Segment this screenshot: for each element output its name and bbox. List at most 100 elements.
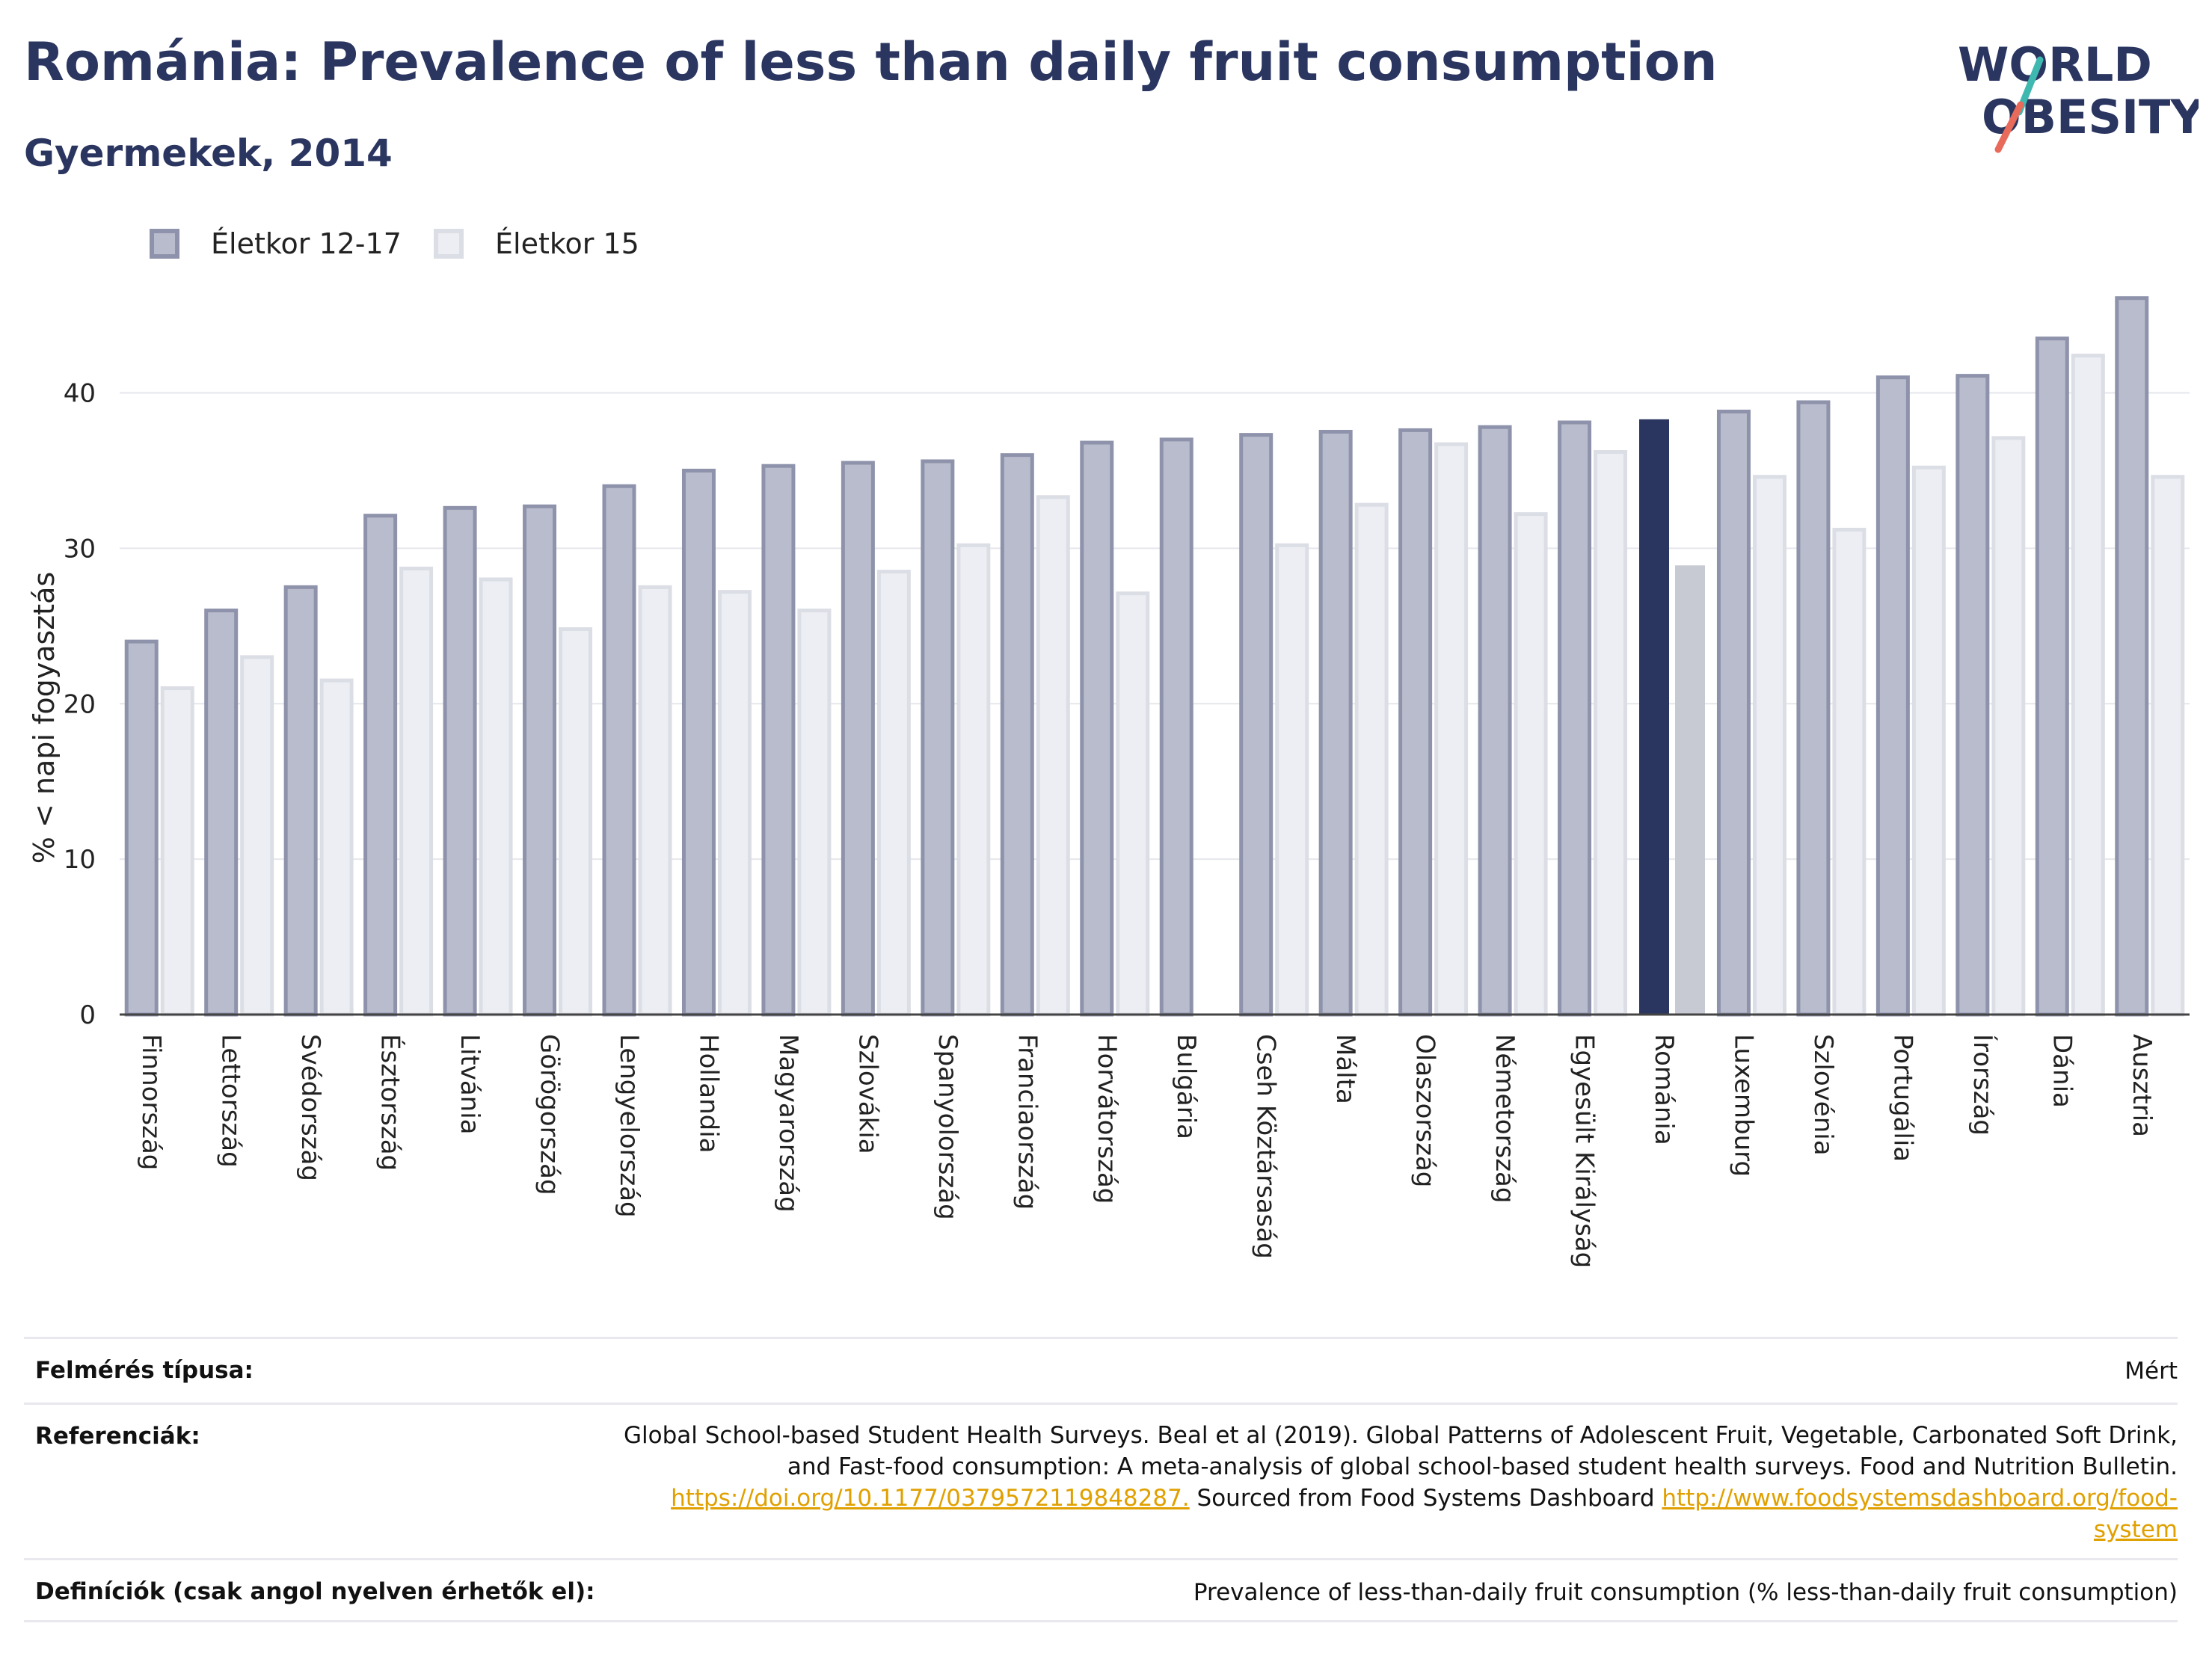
bar-series1[interactable] [523,504,557,1017]
x-tick-label: Hollandia [693,1034,723,1154]
x-tick-label: Svédország [295,1034,325,1181]
metadata-table: Felmérés típusa: Mért Referenciák: Globa… [24,1337,2178,1622]
bar-series2[interactable] [479,577,513,1017]
y-axis-label: % < napi fogyasztás [28,572,61,864]
x-tick-label: Egyesült Királyság [1570,1034,1600,1268]
x-tick-label: Lengyelország [614,1034,644,1218]
logo-slash-coral [1994,101,2024,153]
bar-series2[interactable] [1911,465,1946,1017]
bar-series2[interactable] [638,585,672,1017]
bar-series1[interactable] [1159,437,1193,1017]
bar-series1[interactable] [1716,409,1751,1017]
doi-link[interactable]: https://doi.org/10.1177/0379572119848287… [671,1485,1190,1512]
x-tick-label: Málta [1330,1034,1360,1104]
bar-series2[interactable] [319,678,354,1017]
legend-item-series1[interactable]: Életkor 12-17 [150,221,402,266]
bar-series2[interactable] [1832,527,1867,1017]
bar-series1[interactable] [761,464,796,1017]
x-tick-label: Szlovákia [852,1034,882,1154]
bar-series1[interactable] [921,459,955,1017]
bar-series2[interactable] [876,570,911,1017]
bar-series1[interactable] [1956,374,1990,1017]
bar-series2[interactable] [1752,475,1787,1017]
bar-series1[interactable] [1639,419,1669,1015]
x-tick-label: Finnország [136,1034,166,1170]
dashboard-link[interactable]: http://www.foodsystemsdashboard.org/food… [1662,1485,2178,1512]
bar-series2[interactable] [559,627,593,1017]
x-tick-label: Portugália [1887,1034,1917,1162]
bar-series2[interactable] [1354,502,1389,1017]
bar-series2[interactable] [1514,512,1548,1017]
x-tick-label: Bulgária [1171,1034,1201,1139]
meta-refs-mid: Sourced from Food Systems Dashboard [1189,1485,1662,1512]
legend-item-series2[interactable]: Életkor 15 [434,221,639,266]
y-tick-label: 20 [64,689,96,719]
chart-subtitle: Gyermekek, 2014 [24,132,393,175]
bar-series1[interactable] [1558,420,1592,1017]
bar-series2[interactable] [717,590,752,1017]
x-tick-label: Cseh Köztársaság [1251,1034,1281,1259]
meta-defs-value: Prevalence of less-than-daily fruit cons… [1193,1579,2178,1606]
bar-series1[interactable] [1796,400,1831,1017]
meta-refs-line1: Global School-based Student Health Surve… [624,1422,2178,1449]
meta-defs-label: Definíciók (csak angol nyelven érhetők e… [35,1578,595,1605]
bar-series1[interactable] [2035,336,2069,1017]
x-tick-label: Magyarország [773,1034,803,1213]
dashboard-link-cont[interactable]: system [2093,1516,2178,1543]
bar-series2[interactable] [1991,436,2026,1017]
world-obesity-logo: WORLD OBESITY [1944,30,2205,164]
y-tick-label: 40 [64,379,96,409]
x-tick-label: Lettország [216,1034,246,1168]
bar-series2[interactable] [2071,354,2105,1017]
bar-series1[interactable] [124,639,159,1017]
bar-series1[interactable] [681,468,716,1017]
bar-series1[interactable] [204,609,239,1017]
logo-text-line1: WORLD [1958,37,2152,92]
y-tick-label: 10 [64,845,96,875]
bar-series1[interactable] [363,514,398,1017]
bar-series2[interactable] [1116,591,1150,1017]
bar-series1[interactable] [1239,433,1274,1017]
bar-series2[interactable] [1036,495,1070,1017]
bar-series1[interactable] [1318,429,1353,1017]
bar-series2[interactable] [2151,475,2185,1017]
bar-series2[interactable] [1275,543,1309,1017]
bar-series1[interactable] [1080,440,1114,1017]
bar-series2[interactable] [797,609,832,1017]
x-tick-label: Dánia [2047,1034,2077,1108]
bar-series2[interactable] [240,655,274,1017]
bar-series1[interactable] [602,484,636,1017]
x-tick-label: Románia [1649,1034,1679,1145]
x-tick-label: Spanyolország [933,1034,962,1220]
bar-series1[interactable] [2115,296,2149,1017]
bar-series2[interactable] [1594,450,1628,1017]
x-tick-label: Horvátország [1092,1034,1122,1204]
meta-refs-line4: system [624,1514,2178,1545]
x-tick-label: Franciaország [1012,1034,1042,1210]
bar-series1[interactable] [1478,425,1512,1017]
legend-swatch-series2 [434,229,464,259]
x-tick-label: Litvánia [455,1034,485,1135]
legend-swatch-series1 [150,229,179,259]
meta-refs-line2: and Fast-food consumption: A meta-analys… [787,1453,2178,1480]
x-tick-label: Luxemburg [1728,1034,1758,1177]
bar-series1[interactable] [283,585,318,1017]
chart-title: Románia: Prevalence of less than daily f… [24,31,1718,93]
bar-series2[interactable] [160,686,194,1017]
bar-series2[interactable] [399,566,434,1017]
x-tick-label: Németország [1490,1034,1520,1203]
y-tick-label: 0 [79,1000,96,1030]
bar-series2[interactable] [1675,565,1705,1015]
x-tick-label: Olaszország [1410,1034,1440,1187]
bar-series1[interactable] [443,505,477,1017]
bar-series1[interactable] [841,461,875,1017]
bar-series1[interactable] [1000,453,1034,1017]
meta-row-references: Referenciák: Global School-based Student… [24,1403,2178,1558]
bar-series1[interactable] [1398,428,1433,1017]
bar-series1[interactable] [1875,375,1910,1017]
bar-series2[interactable] [956,543,991,1017]
meta-refs-value: Global School-based Student Health Surve… [624,1420,2178,1545]
legend-label-series1: Életkor 12-17 [211,227,402,260]
bar-series2[interactable] [1434,442,1469,1017]
x-tick-label: Görögország [535,1034,565,1195]
